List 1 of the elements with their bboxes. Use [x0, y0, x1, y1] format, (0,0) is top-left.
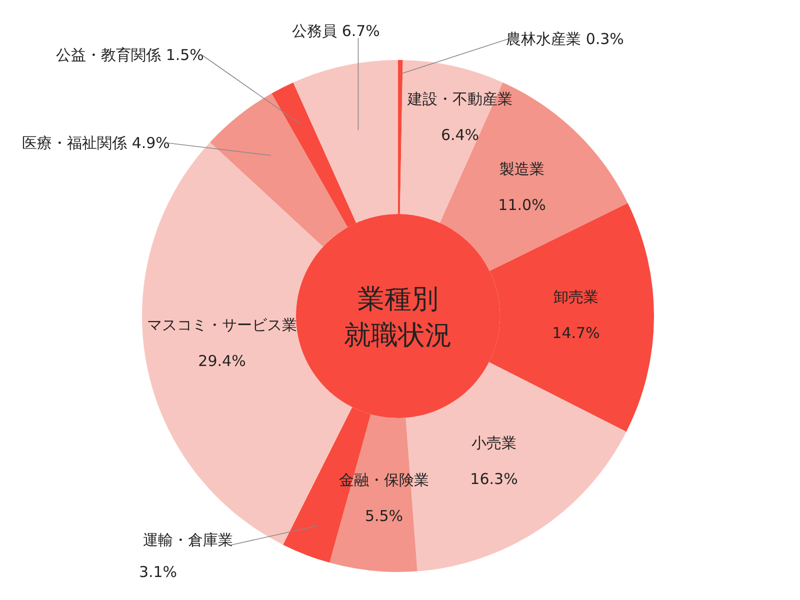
title: 業種別就職状況 — [344, 284, 452, 351]
